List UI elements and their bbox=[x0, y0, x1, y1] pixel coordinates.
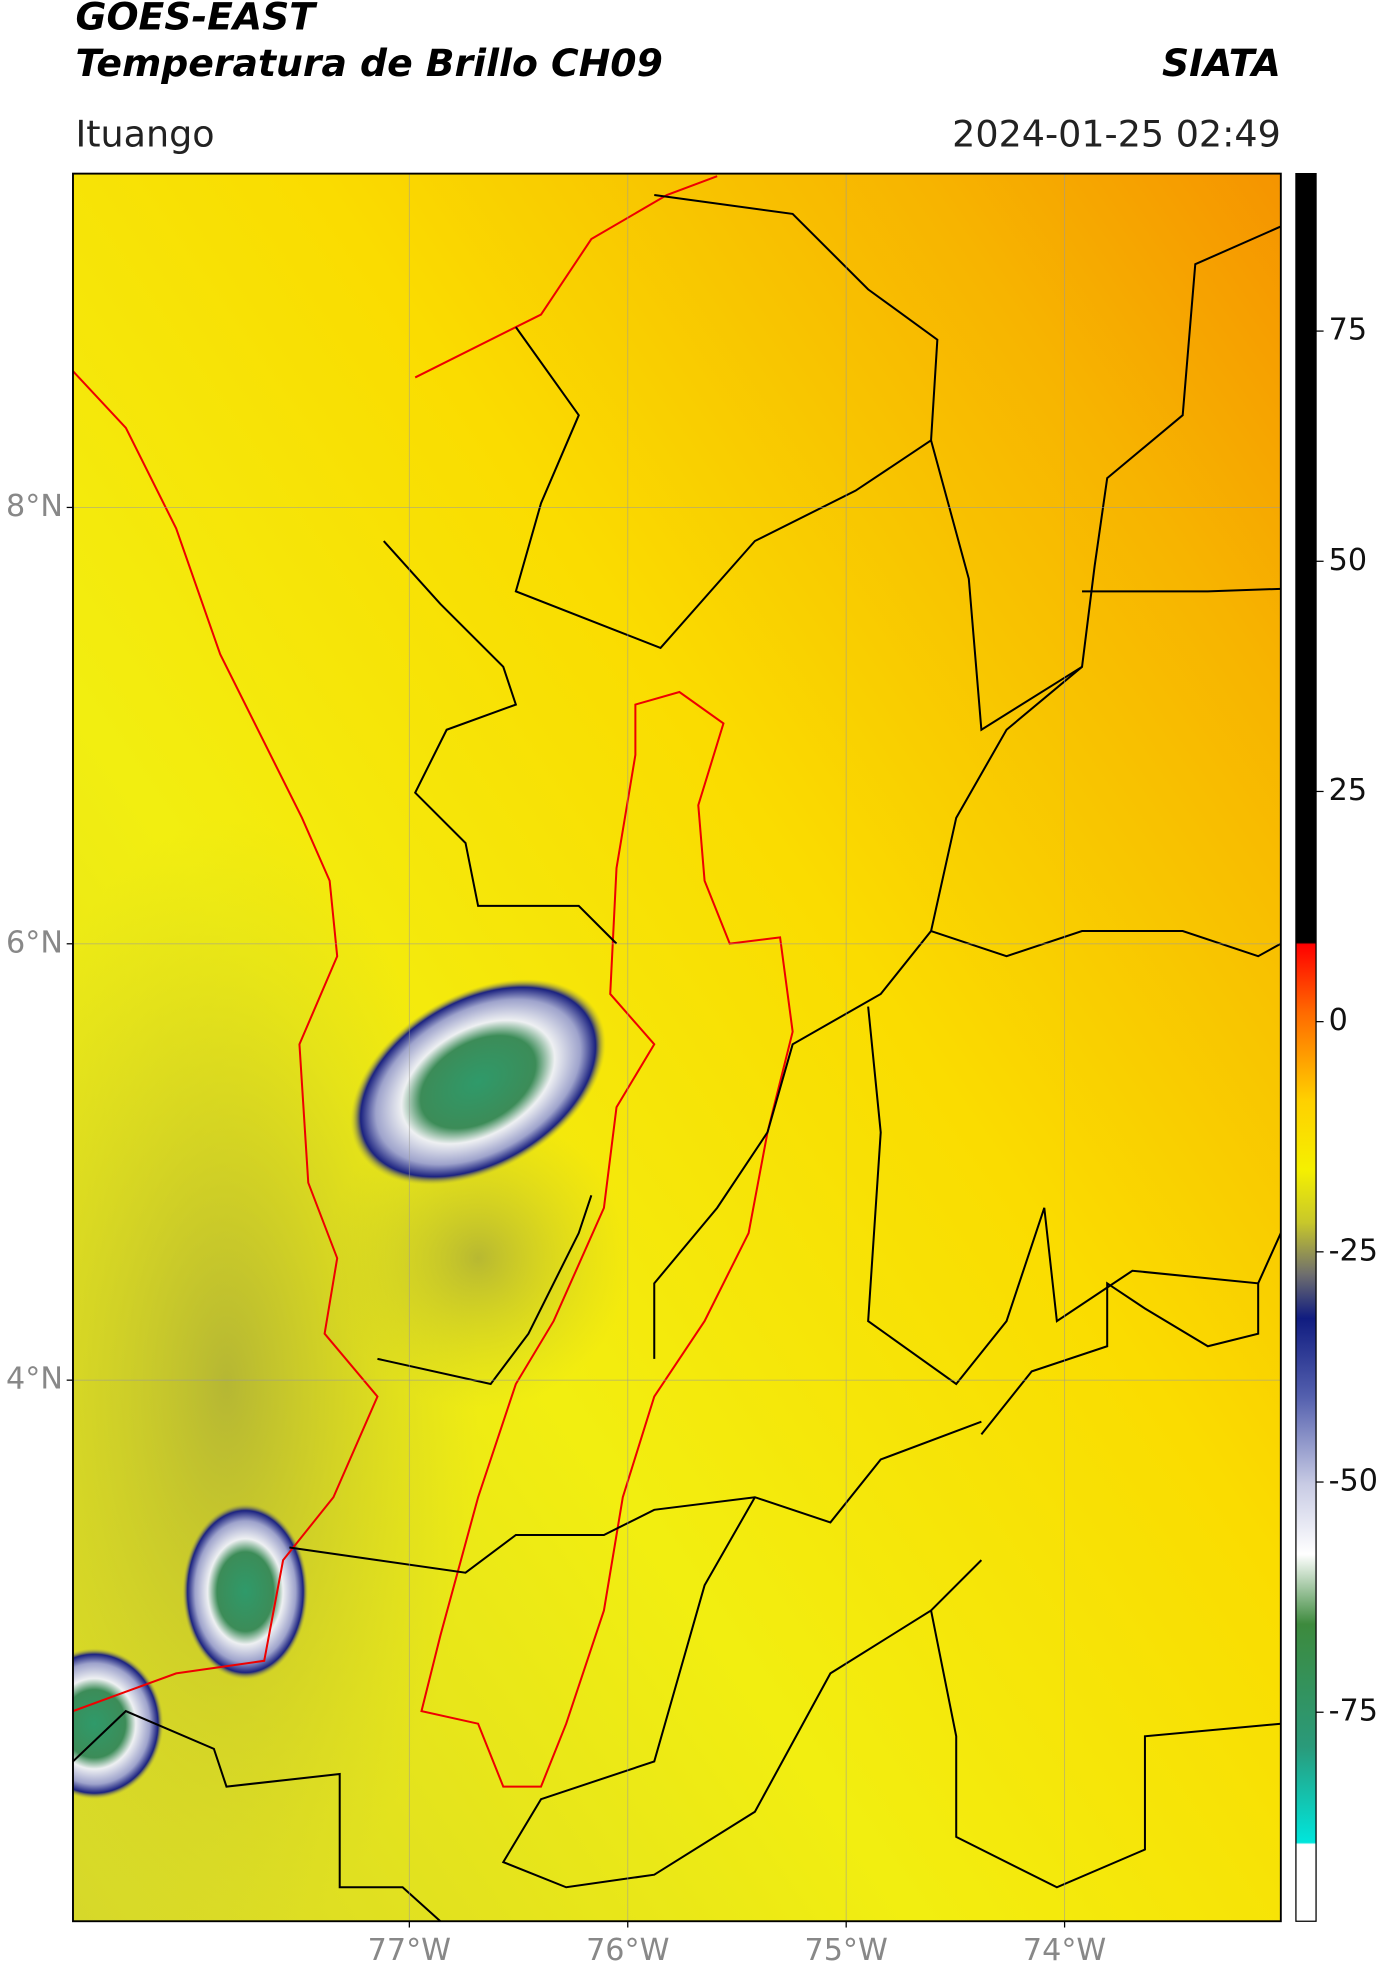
x-tick-label: 75°W bbox=[804, 1933, 887, 1968]
colorbar-tick-label: -50 bbox=[1329, 1464, 1378, 1499]
y-tick-label: 6°N bbox=[6, 925, 63, 960]
location: Ituango bbox=[75, 112, 214, 155]
title: GOES-EAST bbox=[75, 0, 318, 38]
map-image bbox=[72, 173, 1281, 1922]
subtitle: Temperatura de Brillo CH09 bbox=[75, 41, 662, 85]
y-tick-label: 4°N bbox=[6, 1362, 63, 1397]
colorbar-tick-label: 25 bbox=[1329, 773, 1367, 808]
source: SIATA bbox=[1162, 41, 1281, 85]
x-tick-label: 77°W bbox=[368, 1933, 451, 1968]
y-tick-label: 8°N bbox=[6, 489, 63, 524]
x-tick-label: 76°W bbox=[586, 1933, 669, 1968]
datetime: 2024-01-25 02:49 bbox=[952, 112, 1281, 155]
x-tick-label: 74°W bbox=[1023, 1933, 1106, 1968]
colorbar-ticks: 75 50 25 0 -25 -50 -75 bbox=[1316, 313, 1378, 1729]
colorbar bbox=[1295, 172, 1317, 1922]
map-frame bbox=[72, 172, 1282, 1923]
colorbar-tick-label: 0 bbox=[1329, 1003, 1348, 1038]
colorbar-tick-label: -25 bbox=[1329, 1233, 1378, 1268]
colorbar-tick-label: 75 bbox=[1329, 313, 1367, 348]
colorbar-tick-label: -75 bbox=[1329, 1694, 1378, 1729]
grid bbox=[72, 173, 1281, 1922]
colorbar-tick-label: 50 bbox=[1329, 543, 1367, 578]
